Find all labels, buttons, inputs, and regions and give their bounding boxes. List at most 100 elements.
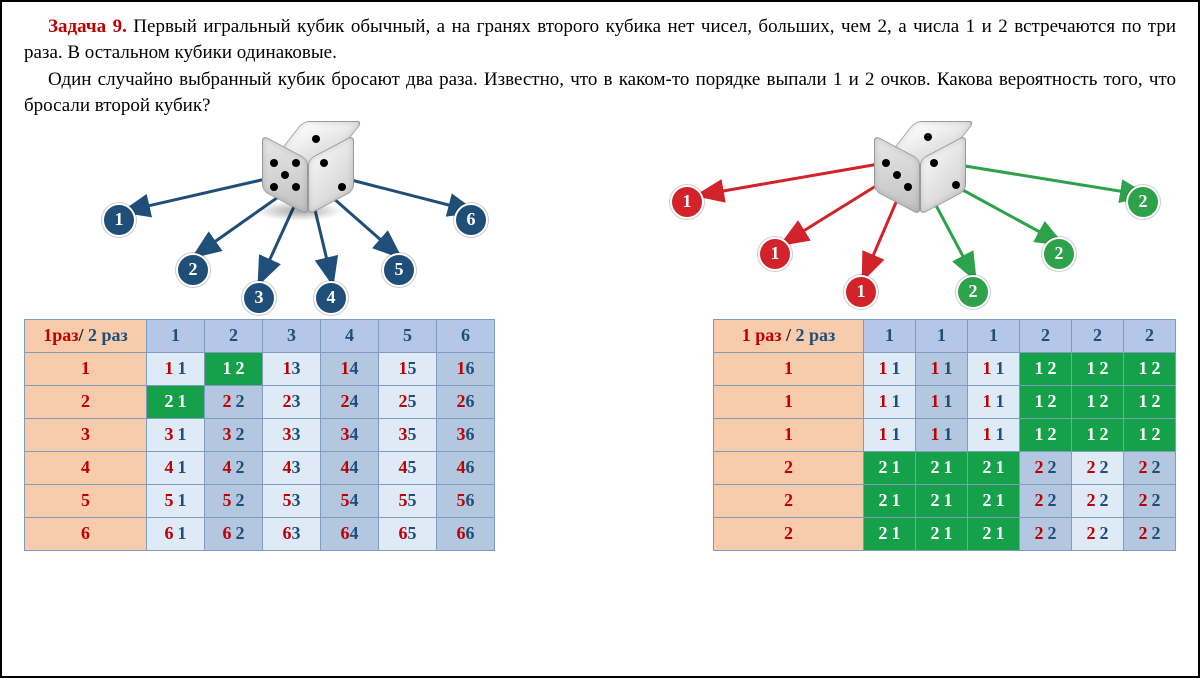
outcome-cell: 11 [916, 418, 968, 451]
outcome-cell: 43 [263, 451, 321, 484]
problem-line2: Один случайно выбранный кубик бросают дв… [24, 67, 1176, 118]
outcome-cell: 12 [1124, 418, 1176, 451]
row-header: 2 [714, 484, 864, 517]
row-header: 1 [714, 385, 864, 418]
row-header: 4 [25, 451, 147, 484]
outcome-cell: 16 [437, 352, 495, 385]
col-header: 4 [321, 319, 379, 352]
outcome-cell: 22 [1124, 517, 1176, 550]
outcome-cell: 25 [379, 385, 437, 418]
col-header: 2 [1020, 319, 1072, 352]
col-header: 2 [205, 319, 263, 352]
row-header: 5 [25, 484, 147, 517]
col-header: 1 [147, 319, 205, 352]
outcome-cell: 36 [437, 418, 495, 451]
outcome-cell: 14 [321, 352, 379, 385]
outcome-cell: 11 [968, 418, 1020, 451]
outcome-cell: 42 [205, 451, 263, 484]
row-header: 1 [714, 352, 864, 385]
outcome-cell: 31 [147, 418, 205, 451]
outcome-cell: 21 [968, 517, 1020, 550]
dice-diagram-right: 111222 [616, 125, 1176, 315]
outcome-table-left: 1раз/ 2 раз12345611112131415162212223242… [24, 319, 495, 551]
outcome-cell: 12 [1124, 385, 1176, 418]
col-header: 1 [864, 319, 916, 352]
outcome-cell: 11 [864, 385, 916, 418]
task-label: Задача 9. [48, 16, 127, 37]
row-header: 2 [714, 451, 864, 484]
corner-header: 1 раз / 2 раз [714, 319, 864, 352]
outcome-cell: 61 [147, 517, 205, 550]
outcome-bubble: 2 [956, 275, 990, 309]
outcome-cell: 12 [1072, 418, 1124, 451]
outcome-cell: 13 [263, 352, 321, 385]
outcome-cell: 41 [147, 451, 205, 484]
outcome-cell: 32 [205, 418, 263, 451]
outcome-cell: 52 [205, 484, 263, 517]
outcome-bubble: 3 [242, 281, 276, 315]
outcome-cell: 12 [1020, 418, 1072, 451]
dice-diagrams-row: 123456 111222 [24, 125, 1176, 315]
outcome-cell: 21 [916, 484, 968, 517]
outcome-cell: 35 [379, 418, 437, 451]
outcome-cell: 11 [916, 385, 968, 418]
outcome-cell: 51 [147, 484, 205, 517]
outcome-cell: 33 [263, 418, 321, 451]
row-header: 1 [714, 418, 864, 451]
dice-icon [262, 125, 334, 197]
col-header: 2 [1124, 319, 1176, 352]
row-header: 2 [25, 385, 147, 418]
outcome-bubble: 6 [454, 203, 488, 237]
outcome-cell: 62 [205, 517, 263, 550]
outcome-cell: 11 [916, 352, 968, 385]
outcome-cell: 21 [916, 451, 968, 484]
outcome-cell: 22 [1124, 484, 1176, 517]
dice-icon [874, 125, 946, 197]
outcome-cell: 21 [968, 451, 1020, 484]
outcome-cell: 22 [1072, 484, 1124, 517]
row-header: 1 [25, 352, 147, 385]
outcome-cell: 65 [379, 517, 437, 550]
outcome-cell: 21 [968, 484, 1020, 517]
outcome-cell: 24 [321, 385, 379, 418]
outcome-bubble: 1 [102, 203, 136, 237]
dice-diagram-left: 123456 [24, 125, 584, 315]
outcome-cell: 23 [263, 385, 321, 418]
corner-header: 1раз/ 2 раз [25, 319, 147, 352]
outcome-cell: 34 [321, 418, 379, 451]
row-header: 6 [25, 517, 147, 550]
outcome-bubble: 4 [314, 281, 348, 315]
outcome-cell: 22 [205, 385, 263, 418]
outcome-cell: 12 [1020, 352, 1072, 385]
outcome-cell: 45 [379, 451, 437, 484]
outcome-cell: 21 [864, 451, 916, 484]
outcome-cell: 12 [1072, 385, 1124, 418]
outcome-cell: 63 [263, 517, 321, 550]
outcome-bubble: 2 [1126, 185, 1160, 219]
outcome-bubble: 1 [670, 185, 704, 219]
outcome-cell: 26 [437, 385, 495, 418]
col-header: 1 [968, 319, 1020, 352]
outcome-cell: 15 [379, 352, 437, 385]
outcome-bubble: 1 [844, 275, 878, 309]
outcome-cell: 22 [1072, 517, 1124, 550]
col-header: 3 [263, 319, 321, 352]
page-frame: Задача 9. Первый игральный кубик обычный… [0, 0, 1200, 678]
outcome-cell: 22 [1020, 484, 1072, 517]
outcome-cell: 12 [1072, 352, 1124, 385]
outcome-bubble: 5 [382, 253, 416, 287]
outcome-cell: 44 [321, 451, 379, 484]
col-header: 1 [916, 319, 968, 352]
problem-line1: Первый игральный кубик обычный, а на гра… [24, 16, 1176, 63]
outcome-cell: 66 [437, 517, 495, 550]
outcome-cell: 55 [379, 484, 437, 517]
outcome-table-right: 1 раз / 2 раз111222111111112121211111111… [713, 319, 1176, 551]
outcome-cell: 21 [864, 484, 916, 517]
outcome-cell: 12 [1124, 352, 1176, 385]
col-header: 6 [437, 319, 495, 352]
problem-text: Задача 9. Первый игральный кубик обычный… [24, 14, 1176, 119]
row-header: 2 [714, 517, 864, 550]
outcome-cell: 22 [1020, 451, 1072, 484]
outcome-cell: 64 [321, 517, 379, 550]
col-header: 5 [379, 319, 437, 352]
